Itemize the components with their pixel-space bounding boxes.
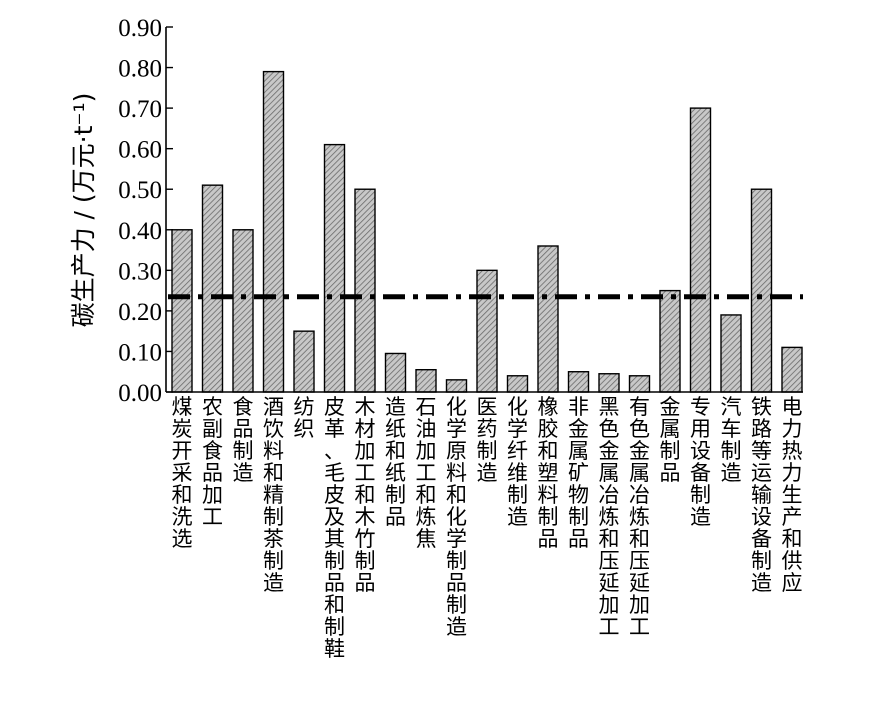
y-axis-label: 碳生产力 / (万元·t⁻¹) xyxy=(69,93,98,328)
bar xyxy=(506,375,529,393)
category-label: 化学纤维制造 xyxy=(507,395,528,529)
bar xyxy=(689,107,712,393)
bar xyxy=(354,188,376,393)
category-label: 煤炭开采和洗选 xyxy=(172,395,193,551)
y-tick-label: 0.40 xyxy=(118,218,162,245)
bar xyxy=(659,289,681,393)
category-label: 电力热力生产和供应 xyxy=(782,395,803,595)
bar xyxy=(537,245,559,393)
bar xyxy=(232,229,254,393)
y-tick-label: 0.80 xyxy=(118,56,162,83)
bar xyxy=(262,70,285,393)
y-tick-label: 0.50 xyxy=(118,177,162,204)
bar xyxy=(323,143,346,393)
category-label: 黑色金属冶炼和压延加工 xyxy=(599,395,620,639)
bar xyxy=(445,379,468,393)
y-tick-label: 0.60 xyxy=(118,137,162,164)
y-axis-ticks: 0.00 0.10 0.20 0.30 0.40 0.50 0.60 0.70 0.80 0.90 xyxy=(118,15,173,407)
bar xyxy=(476,269,498,393)
category-label: 汽车制造 xyxy=(721,395,742,485)
bar xyxy=(750,188,773,393)
axes xyxy=(165,27,803,393)
category-label: 农副食品加工 xyxy=(202,395,223,529)
category-label: 食品制造 xyxy=(233,395,254,485)
bar xyxy=(598,373,620,393)
category-label: 石油加工和炼焦 xyxy=(416,395,437,551)
category-label: 非金属矿物制品 xyxy=(568,395,589,551)
bars xyxy=(171,70,803,393)
category-label: 橡胶和塑料制品 xyxy=(538,395,559,551)
bar xyxy=(384,352,407,393)
y-tick-label: 0.10 xyxy=(118,339,162,366)
y-tick-label: 0.30 xyxy=(118,258,162,285)
category-label: 化学原料和化学制品制造 xyxy=(446,395,467,639)
category-labels: 煤炭开采和洗选农副食品加工食品制造酒饮料和精制茶制造纺织皮革、毛皮及其制品和制鞋… xyxy=(172,395,803,661)
category-label: 木材加工和木竹制品 xyxy=(355,395,376,595)
category-label: 造纸和纸制品 xyxy=(385,395,406,529)
y-tick-label: 0.90 xyxy=(118,15,162,42)
bar xyxy=(628,375,651,393)
bar xyxy=(567,371,590,393)
bar xyxy=(201,184,224,393)
category-label: 金属制品 xyxy=(660,395,681,485)
y-tick-label: 0.70 xyxy=(118,96,162,123)
bar xyxy=(171,229,193,393)
category-label: 酒饮料和精制茶制造 xyxy=(263,395,284,595)
category-label: 皮革、毛皮及其制品和制鞋 xyxy=(324,395,345,661)
category-label: 有色金属冶炼和压延加工 xyxy=(629,395,650,639)
category-label: 纺织 xyxy=(294,395,315,441)
bar xyxy=(781,346,803,393)
category-label: 专用设备制造 xyxy=(690,395,711,529)
bar xyxy=(720,314,742,393)
category-label: 铁路等运输设备制造 xyxy=(751,395,772,595)
y-tick-label: 0.00 xyxy=(118,380,162,407)
bar xyxy=(415,368,437,393)
category-label: 医药制造 xyxy=(477,395,498,485)
y-tick-label: 0.20 xyxy=(118,299,162,326)
bar xyxy=(293,330,315,393)
